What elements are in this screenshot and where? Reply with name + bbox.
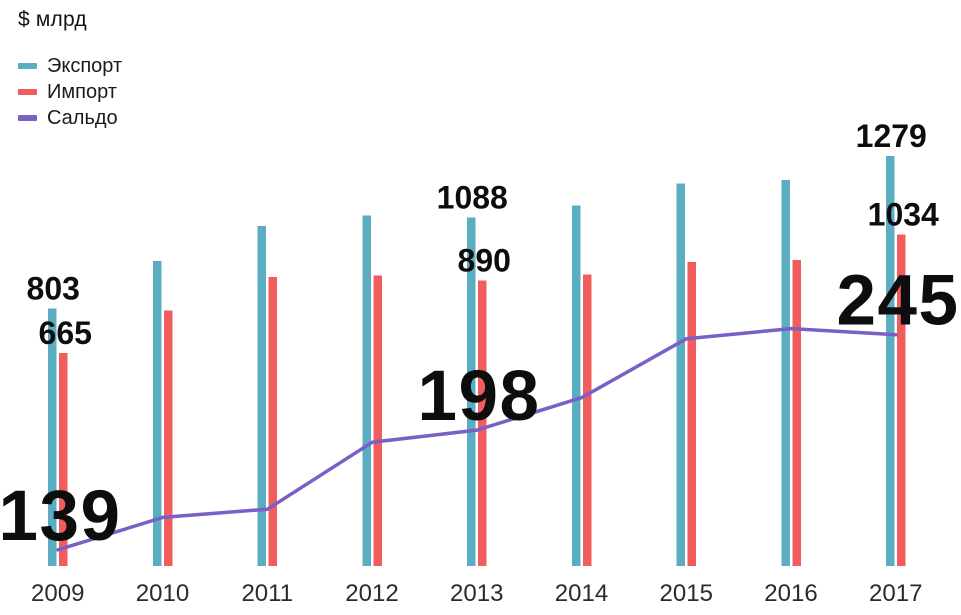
legend: Экспорт Импорт Сальдо — [18, 55, 123, 129]
export-bar — [257, 225, 266, 566]
export-value-label: 803 — [27, 271, 80, 307]
x-axis-label: 2016 — [764, 580, 817, 607]
x-axis-label: 2009 — [31, 580, 84, 607]
saldo-value-label: 198 — [418, 357, 541, 436]
legend-item-import: Импорт — [18, 81, 122, 103]
export-swatch-icon — [18, 63, 37, 69]
saldo-line — [56, 326, 898, 552]
export-value-label: 1279 — [856, 118, 927, 154]
x-axis-label: 2015 — [660, 580, 713, 607]
import-value-label: 665 — [39, 315, 92, 351]
import-value-label: 1034 — [868, 197, 939, 233]
x-axis-label: 2011 — [241, 580, 293, 607]
import-bar — [478, 280, 487, 566]
export-bar — [571, 205, 581, 566]
export-bar — [48, 308, 57, 566]
import-bar — [792, 259, 801, 566]
saldo-swatch-icon — [18, 115, 37, 121]
legend-item-export: Экспорт — [18, 55, 123, 77]
export-value-label: 1088 — [437, 179, 508, 215]
legend-item-saldo: Сальдо — [18, 107, 122, 129]
import-bar — [582, 274, 592, 566]
import-bar — [59, 352, 68, 566]
import-bar — [268, 276, 277, 566]
saldo-value-label: 245 — [837, 262, 960, 341]
export-bar — [781, 180, 790, 566]
import-swatch-icon — [18, 89, 37, 95]
export-bar — [676, 183, 685, 567]
chart-title: $ млрд — [18, 8, 87, 31]
import-bar — [897, 234, 906, 567]
x-axis-label: 2010 — [136, 580, 189, 607]
export-bar — [467, 217, 476, 567]
x-axis-label: 2014 — [555, 580, 608, 607]
export-bar — [362, 215, 371, 566]
legend-label-import: Импорт — [47, 81, 117, 103]
legend-label-export: Экспорт — [47, 55, 123, 77]
import-value-label: 890 — [458, 243, 511, 279]
import-bar — [373, 275, 382, 566]
export-bar — [152, 260, 162, 566]
import-bar — [163, 310, 173, 566]
legend-label-saldo: Сальдо — [47, 107, 118, 129]
saldo-value-label: 139 — [0, 477, 121, 556]
x-axis-label: 2013 — [450, 580, 503, 607]
import-bar — [687, 261, 696, 566]
export-bar — [886, 156, 895, 567]
x-axis-label: 2017 — [869, 580, 922, 607]
x-axis-label: 2012 — [345, 580, 398, 607]
